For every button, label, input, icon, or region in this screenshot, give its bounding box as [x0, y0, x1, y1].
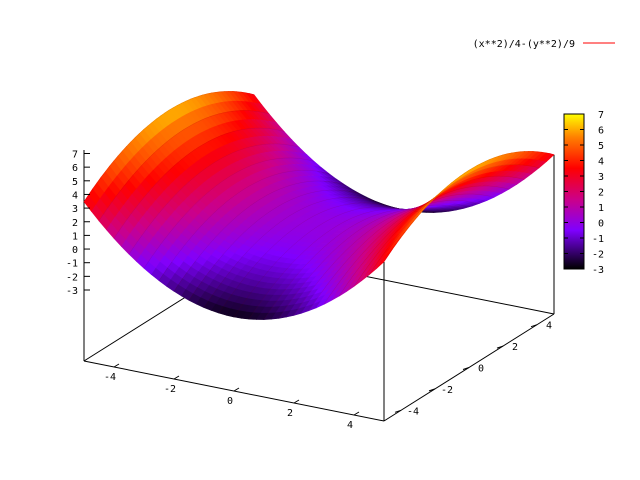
y-tick-label: -4 [407, 406, 419, 417]
colorbox-tick-label: 4 [598, 157, 604, 168]
x-tick-mark [113, 363, 120, 368]
x-tick-label: 4 [347, 420, 353, 431]
colorbox: 7 6 5 4 3 2 1 0 -1 -2 -3 [563, 110, 604, 276]
x-tick-mark [233, 387, 240, 392]
legend-label: (x**2)/4-(y**2)/9 [473, 39, 575, 50]
surface-mesh-line [278, 207, 450, 319]
x-tick-label: 2 [287, 408, 293, 419]
x-tick-label: -4 [104, 372, 116, 383]
legend: (x**2)/4-(y**2)/9 [473, 39, 615, 50]
y-tick-mark [394, 409, 402, 413]
y-tick-mark [428, 388, 436, 392]
x-tick-label: -2 [164, 384, 176, 395]
colorbox-tick-label: 6 [598, 126, 604, 137]
surface-mesh-line [293, 204, 465, 316]
y-tick-mark [462, 367, 470, 370]
colorbox-tick-label: 5 [598, 141, 604, 152]
surface-mesh-line [83, 91, 255, 202]
surface-mesh-line [203, 197, 375, 308]
z-tick-label: 2 [72, 218, 78, 229]
surface-mesh-line [233, 206, 405, 318]
surface-mesh-line [383, 151, 555, 262]
surface-mesh [83, 91, 555, 320]
z-tick-label: -3 [66, 286, 78, 297]
axes: -4 -2 0 2 4 -4 -2 0 2 4 7 6 5 4 3 2 1 0 -1 -2 -3 [66, 150, 552, 432]
colorbox-tick-label: 1 [598, 203, 604, 214]
surface-mesh-line [128, 143, 300, 255]
colorbox-ticks: 7 6 5 4 3 2 1 0 -1 -2 -3 [564, 110, 604, 276]
surface-mesh-line [98, 110, 270, 222]
surface-mesh-line [368, 164, 540, 276]
surface-mesh-line [113, 127, 285, 239]
surface-mesh-line [143, 157, 315, 269]
y-tick-label: 2 [512, 342, 518, 353]
z-tick-label: -1 [66, 259, 78, 270]
surface-facet [376, 255, 389, 269]
y-tick-mark [530, 324, 538, 328]
z-tick-label: 1 [72, 231, 78, 242]
surface-mesh-line [188, 189, 360, 301]
colorbox-tick-label: 3 [598, 172, 604, 183]
x-tick-mark [293, 399, 300, 404]
colorbox-tick-label: 2 [598, 188, 604, 199]
colorbox-tick-label: 0 [598, 219, 604, 230]
surface-mesh-line [173, 180, 345, 292]
surface-mesh-line [248, 208, 420, 320]
y-tick-label: -2 [441, 385, 453, 396]
z-tick-label: 0 [72, 245, 78, 256]
surface-mesh-line [308, 200, 480, 311]
z-tick-label: 3 [72, 204, 78, 215]
surface-mesh-line [263, 209, 435, 320]
x-tick-mark [353, 411, 360, 416]
surface-mesh-line [353, 175, 525, 287]
z-tick-label: 5 [72, 177, 78, 188]
z-tick-label: 6 [72, 163, 78, 174]
y-tick-label: 4 [546, 321, 552, 332]
y-tick-mark [496, 345, 504, 349]
surface-mesh-line [218, 202, 390, 314]
colorbox-tick-label: -3 [592, 265, 604, 276]
surface-mesh-line [323, 193, 495, 305]
colorbox-tick-label: -1 [592, 234, 604, 245]
z-tick-label: -2 [66, 272, 78, 283]
colorbox-tick-label: 7 [598, 110, 604, 121]
z-tick-label: 4 [72, 190, 78, 201]
y-tick-label: 0 [478, 364, 484, 375]
x-tick-label: 0 [227, 396, 233, 407]
x-tick-mark [173, 375, 180, 380]
colorbox-tick-label: -2 [592, 250, 604, 261]
surface-mesh-line [338, 185, 510, 297]
z-tick-label: 7 [72, 150, 78, 161]
surface-mesh-line [158, 170, 330, 281]
